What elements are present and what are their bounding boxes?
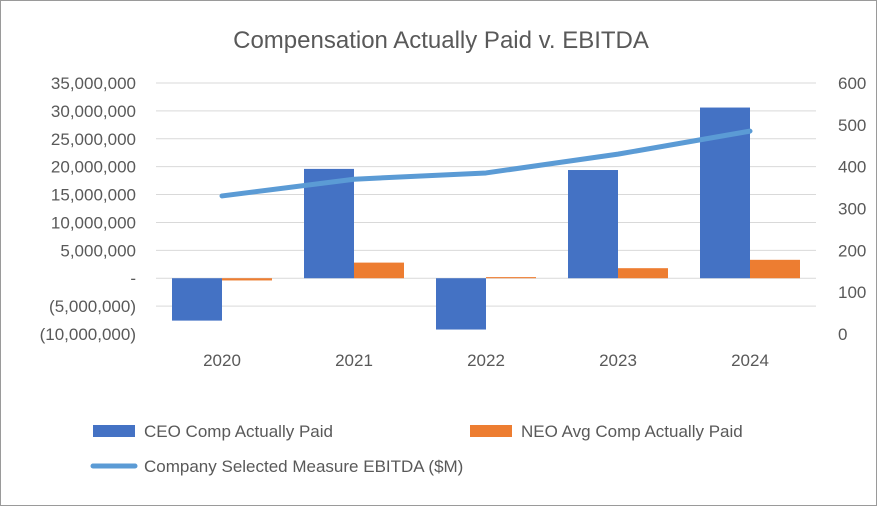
left-axis-ticks: 35,000,000 30,000,000 25,000,000 20,000,000… (40, 74, 136, 344)
x-tick-label: 2024 (731, 351, 769, 370)
legend: CEO Comp Actually Paid NEO Avg Comp Actu… (90, 422, 743, 476)
legend-swatch-ceo (93, 425, 135, 437)
left-tick-label: (5,000,000) (49, 297, 136, 316)
ebitda-line (219, 128, 753, 199)
left-tick-label: 20,000,000 (51, 158, 136, 177)
x-tick-label: 2023 (599, 351, 637, 370)
x-tick-label: 2022 (467, 351, 505, 370)
legend-label-ebitda: Company Selected Measure EBITDA ($M) (144, 457, 463, 476)
bars (172, 107, 800, 330)
right-tick-label: 0 (838, 325, 847, 344)
right-tick-label: 600 (838, 74, 866, 93)
x-tick-label: 2020 (203, 351, 241, 370)
right-tick-label: 300 (838, 200, 866, 219)
left-tick-label: 10,000,000 (51, 213, 136, 232)
neo-bar-2021 (354, 262, 404, 279)
left-tick-label: - (130, 269, 136, 288)
left-tick-label: 5,000,000 (60, 241, 136, 260)
right-tick-label: 500 (838, 116, 866, 135)
neo-bar-2020 (222, 278, 272, 281)
chart-title: Compensation Actually Paid v. EBITDA (233, 27, 649, 54)
neo-bar-2024 (750, 259, 800, 279)
left-tick-label: 35,000,000 (51, 74, 136, 93)
neo-bar-2022 (486, 277, 536, 279)
left-tick-label: 15,000,000 (51, 186, 136, 205)
x-axis-labels: 2020 2021 2022 2023 2024 (203, 351, 769, 370)
legend-label-neo: NEO Avg Comp Actually Paid (521, 422, 743, 441)
left-tick-label: (10,000,000) (40, 325, 136, 344)
right-tick-label: 100 (838, 283, 866, 302)
legend-swatch-neo (470, 425, 512, 437)
neo-bar-2023 (618, 268, 668, 279)
left-tick-label: 30,000,000 (51, 102, 136, 121)
ceo-bar-2021 (304, 168, 354, 279)
right-axis-ticks: 600 500 400 300 200 100 0 (838, 74, 866, 344)
left-tick-label: 25,000,000 (51, 130, 136, 149)
legend-label-ceo: CEO Comp Actually Paid (144, 422, 333, 441)
right-tick-label: 200 (838, 241, 866, 260)
x-tick-label: 2021 (335, 351, 373, 370)
ceo-bar-2020 (172, 278, 222, 321)
ceo-bar-2022 (436, 278, 486, 330)
ceo-bar-2023 (568, 170, 618, 279)
right-tick-label: 400 (838, 158, 866, 177)
ebitda-line-layer (219, 128, 753, 199)
